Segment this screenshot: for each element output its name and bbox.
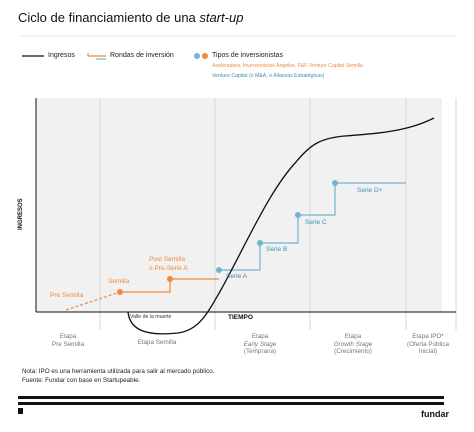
post-semilla-label-2: o Pre-Serie A	[149, 265, 188, 272]
legend-orange-dot	[202, 53, 208, 59]
stage-early-line1: Etapa	[251, 333, 269, 340]
legend-ingresos-label: Ingresos	[48, 52, 75, 59]
footer-bar-1	[18, 396, 444, 399]
x-axis-label: TIEMPO	[228, 314, 253, 321]
stage-semilla: Etapa Semilla	[122, 339, 192, 347]
serie-b-label: Serie B	[266, 246, 288, 253]
stage-ipo: Etapa IPO* (Oferta Pública Inicial)	[393, 333, 463, 356]
venture-capital-round-steps	[219, 182, 406, 271]
pre-semilla-label: Pre Semilla	[50, 292, 84, 299]
semilla-label: Semilla	[108, 278, 130, 285]
stage-growth: Etapa Growth Stage (Crecimiento)	[318, 333, 388, 356]
stage-early: Etapa Early Stage (Temprana)	[225, 333, 295, 356]
fundar-logo-text: fundar	[421, 409, 449, 419]
semilla-dot	[117, 289, 123, 295]
footer-bar-stub	[18, 408, 23, 414]
pre-semilla-dashed-link	[65, 291, 121, 311]
stage-growth-line1: Etapa	[344, 333, 362, 340]
legend-rondas-label: Rondas de inversión	[110, 52, 174, 59]
stage-semilla-line: Etapa Semilla	[137, 339, 177, 346]
post-semilla-label-1: Post Semilla	[149, 256, 186, 263]
stage-pre-semilla-line2: Pre Semilla	[51, 340, 85, 348]
stage-early-line3: (Temprana)	[243, 348, 277, 356]
post-semilla-dot	[167, 276, 173, 282]
footnote: Nota: IPO es una herramienta utilizada p…	[22, 368, 215, 375]
serie-a-label: Serie A	[226, 273, 247, 280]
stage-ipo-line2: (Oferta Pública	[407, 340, 449, 348]
legend-blue-types: Venture Capital (o M&A, o Alianzas Estra…	[212, 73, 325, 79]
stage-growth-line3: (Crecimiento)	[334, 348, 372, 356]
serie-a-dot	[216, 267, 222, 273]
page-title: Ciclo de financiamiento de una start-up	[18, 10, 243, 25]
serie-d-label: Serie D+	[357, 187, 383, 194]
serie-c-label: Serie C	[305, 219, 327, 226]
stage-growth-line2: Growth Stage	[333, 340, 373, 348]
stage-ipo-line3: Inicial)	[418, 348, 438, 356]
stage-early-line2: Early Stage	[243, 340, 277, 348]
legend-orange-types: Aceleradora, Inversionistas Ángeles, F&F…	[212, 63, 363, 69]
footer-bar-2	[18, 402, 444, 405]
legend-blue-dot	[194, 53, 200, 59]
semilla-round-steps	[120, 278, 219, 293]
y-axis-label: INGRESOS	[18, 198, 24, 230]
stage-pre-semilla-line1: Etapa	[59, 333, 77, 340]
source-note: Fuente: Fundar con base en Startupeable.	[22, 377, 141, 384]
valley-of-death-label: Valle de la muerte	[130, 314, 172, 320]
stage-pre-semilla: Etapa Pre Semilla	[33, 333, 103, 348]
serie-d-dot	[332, 180, 338, 186]
revenue-curve	[127, 117, 435, 335]
title-italic-text: start-up	[199, 10, 244, 25]
title-main-text: Ciclo de financiamiento de una	[18, 10, 200, 25]
serie-c-dot	[295, 212, 301, 218]
legend-tipos-label: Tipos de inversionistas	[212, 52, 283, 59]
serie-b-dot	[257, 240, 263, 246]
stage-ipo-line1: Etapa IPO*	[412, 333, 444, 340]
